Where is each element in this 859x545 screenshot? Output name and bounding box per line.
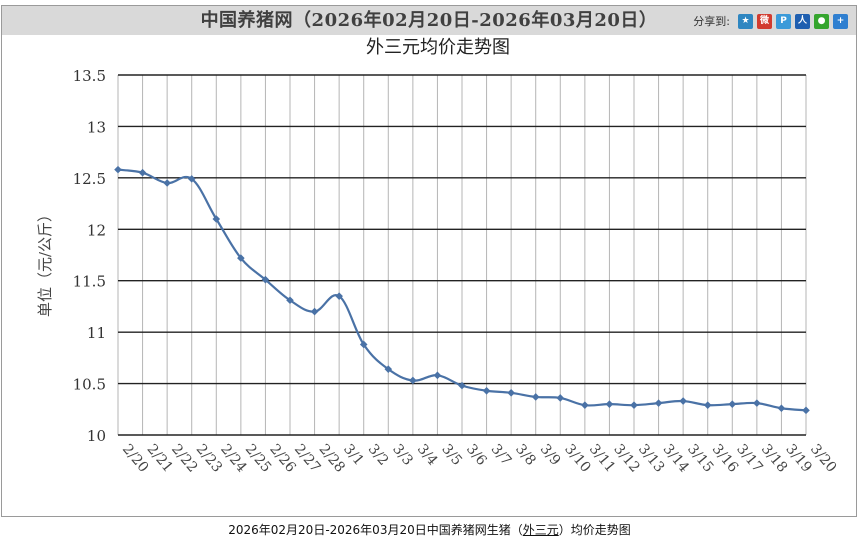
x-tick-label: 3/2 (365, 441, 392, 469)
data-point (679, 397, 687, 405)
x-tick-label: 2/27 (291, 441, 323, 475)
data-point (384, 365, 393, 373)
x-tick-label: 3/9 (537, 441, 564, 469)
page-title: 中国养猪网（2026年02月20日-2026年03月20日） (200, 10, 658, 31)
data-point (261, 275, 270, 284)
data-point (138, 168, 147, 177)
x-tick-label: 3/12 (610, 441, 642, 475)
data-point (237, 254, 245, 262)
x-tick-label: 3/3 (389, 441, 416, 469)
caption-link[interactable]: 外三元 (522, 523, 559, 537)
data-point (433, 371, 442, 380)
data-point (507, 389, 515, 397)
share-label: 分享到: (693, 14, 730, 28)
x-tick-label: 3/5 (438, 441, 465, 469)
data-point (335, 292, 343, 300)
chart-frame (1, 5, 857, 517)
data-point (359, 340, 368, 349)
data-point (458, 381, 466, 390)
data-point (409, 376, 417, 385)
x-tick-label: 3/15 (684, 441, 716, 475)
y-tick-label: 10 (87, 427, 106, 445)
data-point (187, 175, 196, 183)
y-tick-label: 13 (87, 118, 106, 136)
x-tick-label: 2/23 (193, 441, 225, 475)
x-tick-label: 3/11 (586, 441, 618, 475)
data-point (581, 401, 589, 409)
x-tick-label: 2/22 (168, 441, 200, 475)
x-tick-label: 3/19 (782, 441, 814, 475)
data-point (605, 400, 614, 408)
data-point (163, 179, 171, 187)
grid (117, 74, 807, 436)
data-point (728, 400, 737, 408)
data-point (310, 307, 319, 316)
x-tick-label: 3/18 (758, 441, 790, 475)
x-tick-label: 3/8 (512, 441, 539, 469)
x-tick-label: 3/16 (709, 441, 742, 475)
x-tick-label: 3/10 (561, 441, 593, 475)
data-point (556, 394, 565, 402)
x-tick-label: 2/21 (144, 441, 176, 475)
x-tick-label: 3/14 (660, 441, 693, 475)
data-point (777, 404, 786, 413)
data-point (114, 165, 122, 174)
qzone-icon[interactable]: ★ (738, 13, 753, 29)
data-point (654, 399, 663, 407)
x-tick-label: 3/20 (807, 441, 839, 475)
data-point (212, 215, 221, 223)
x-tick-label: 2/25 (242, 441, 274, 475)
data-point (753, 399, 761, 407)
wechat-icon[interactable]: ● (814, 13, 829, 29)
x-tick-label: 3/17 (733, 441, 765, 475)
data-point (531, 393, 540, 401)
y-tick-label: 12.5 (73, 170, 106, 188)
tencent-weibo-icon[interactable]: P (776, 13, 791, 29)
chart-title: 外三元均价走势图 (366, 37, 510, 58)
x-tick-label: 3/4 (414, 441, 441, 469)
x-tick-label: 3/6 (463, 441, 490, 469)
x-tick-label: 2/24 (217, 441, 250, 475)
x-tick-label: 3/7 (488, 441, 515, 469)
series-price (114, 165, 810, 415)
data-point (630, 401, 638, 409)
share-icons: ★ 微 P 人 ● + (734, 13, 848, 29)
y-tick-label: 13.5 (73, 67, 106, 85)
y-tick-label: 11.5 (73, 273, 106, 291)
data-point (703, 401, 712, 409)
y-axis-ticks: 13.5 13 12.5 12 11.5 11 10.5 10 (73, 67, 106, 445)
data-point (802, 406, 810, 415)
caption-prefix: 2026年02月20日-2026年03月20日中国养猪网生猪（ (228, 523, 523, 537)
caption-suffix: ）均价走势图 (558, 523, 631, 537)
renren-icon[interactable]: 人 (795, 13, 810, 29)
y-tick-label: 10.5 (73, 376, 106, 394)
y-tick-label: 12 (87, 221, 106, 239)
chart-caption: 2026年02月20日-2026年03月20日中国养猪网生猪（外三元）均价走势图 (0, 521, 859, 538)
x-tick-label: 2/20 (119, 441, 151, 475)
x-axis-ticks: 2/202/212/222/232/242/252/262/272/28 3/13… (119, 441, 839, 475)
data-point (286, 296, 294, 305)
header-bar: 中国养猪网（2026年02月20日-2026年03月20日） 分享到: ★ 微 P 人… (2, 6, 856, 35)
line-chart: 外三元均价走势图 13.5 13 12.5 12 11.5 11 10.5 10 单位（元/公… (36, 37, 839, 476)
y-axis-label: 单位（元/公斤） (36, 207, 54, 317)
y-tick-label: 11 (87, 324, 106, 342)
weibo-icon[interactable]: 微 (757, 13, 772, 29)
data-point (482, 386, 491, 395)
x-tick-label: 2/28 (316, 441, 348, 475)
x-tick-label: 2/26 (266, 441, 299, 475)
x-tick-label: 3/13 (635, 441, 667, 475)
more-share-icon[interactable]: + (833, 13, 848, 29)
share-bar: 分享到: ★ 微 P 人 ● + (693, 6, 848, 35)
